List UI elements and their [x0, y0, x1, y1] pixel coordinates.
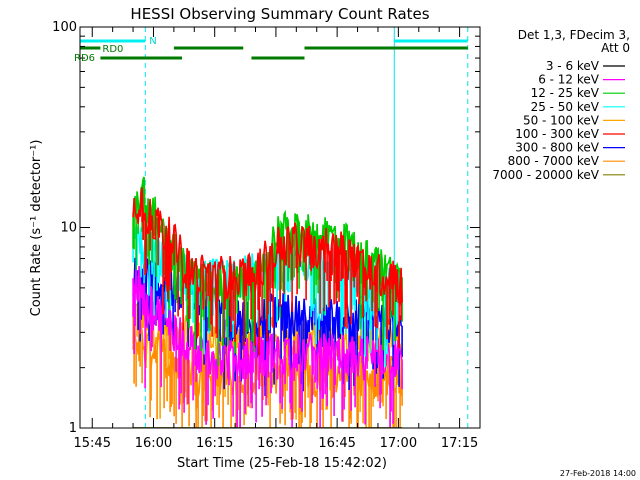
legend-label: 7000 - 20000 keV: [492, 168, 599, 182]
legend-label: 100 - 300 keV: [515, 127, 599, 141]
legend-label: 3 - 6 keV: [546, 59, 600, 73]
legend-label: 25 - 50 keV: [531, 100, 600, 114]
y-tick-label: 1: [69, 421, 77, 436]
chart-title: HESSI Observing Summary Count Rates: [130, 5, 429, 23]
y-tick-label: 10: [60, 221, 77, 236]
y-axis-label: Count Rate (s⁻¹ detector⁻¹): [29, 140, 44, 317]
x-tick-label: 16:30: [257, 436, 294, 451]
legend-label: 300 - 800 keV: [515, 141, 599, 155]
x-tick-label: 16:15: [196, 436, 233, 451]
rd6-flag-label: RD6: [74, 53, 95, 64]
x-tick-label: 17:15: [441, 436, 478, 451]
x-axis-label: Start Time (25-Feb-18 15:42:02): [177, 456, 387, 471]
plot-area: [80, 27, 469, 428]
series-line: [132, 176, 403, 366]
y-axis: 1 10 100: [52, 20, 480, 436]
legend-header-line-1: Det 1,3, FDecim 3,: [518, 28, 630, 42]
x-tick-label: 16:00: [135, 436, 172, 451]
legend-label: 50 - 100 keV: [523, 113, 600, 127]
legend-label: 800 - 7000 keV: [508, 154, 600, 168]
rd0-flag-label: RD0: [102, 44, 123, 55]
series-line: [132, 187, 403, 356]
night-flag-label: N: [149, 36, 156, 47]
legend-label: 6 - 12 keV: [538, 73, 600, 87]
x-tick-label: 16:45: [318, 436, 355, 451]
y-tick-label: 100: [52, 20, 77, 35]
series-layer: [132, 176, 403, 428]
x-tick-label: 17:00: [380, 436, 417, 451]
series-line: [132, 265, 403, 428]
footer-date: 27-Feb-2018 14:00: [560, 469, 636, 478]
legend-label: 12 - 25 keV: [531, 86, 600, 100]
x-tick-label: 15:45: [74, 436, 111, 451]
legend-header-line-2: Att 0: [601, 41, 630, 55]
x-axis: 15:45 16:00 16:15 16:30 16:45 17:00 17:15: [74, 27, 481, 451]
